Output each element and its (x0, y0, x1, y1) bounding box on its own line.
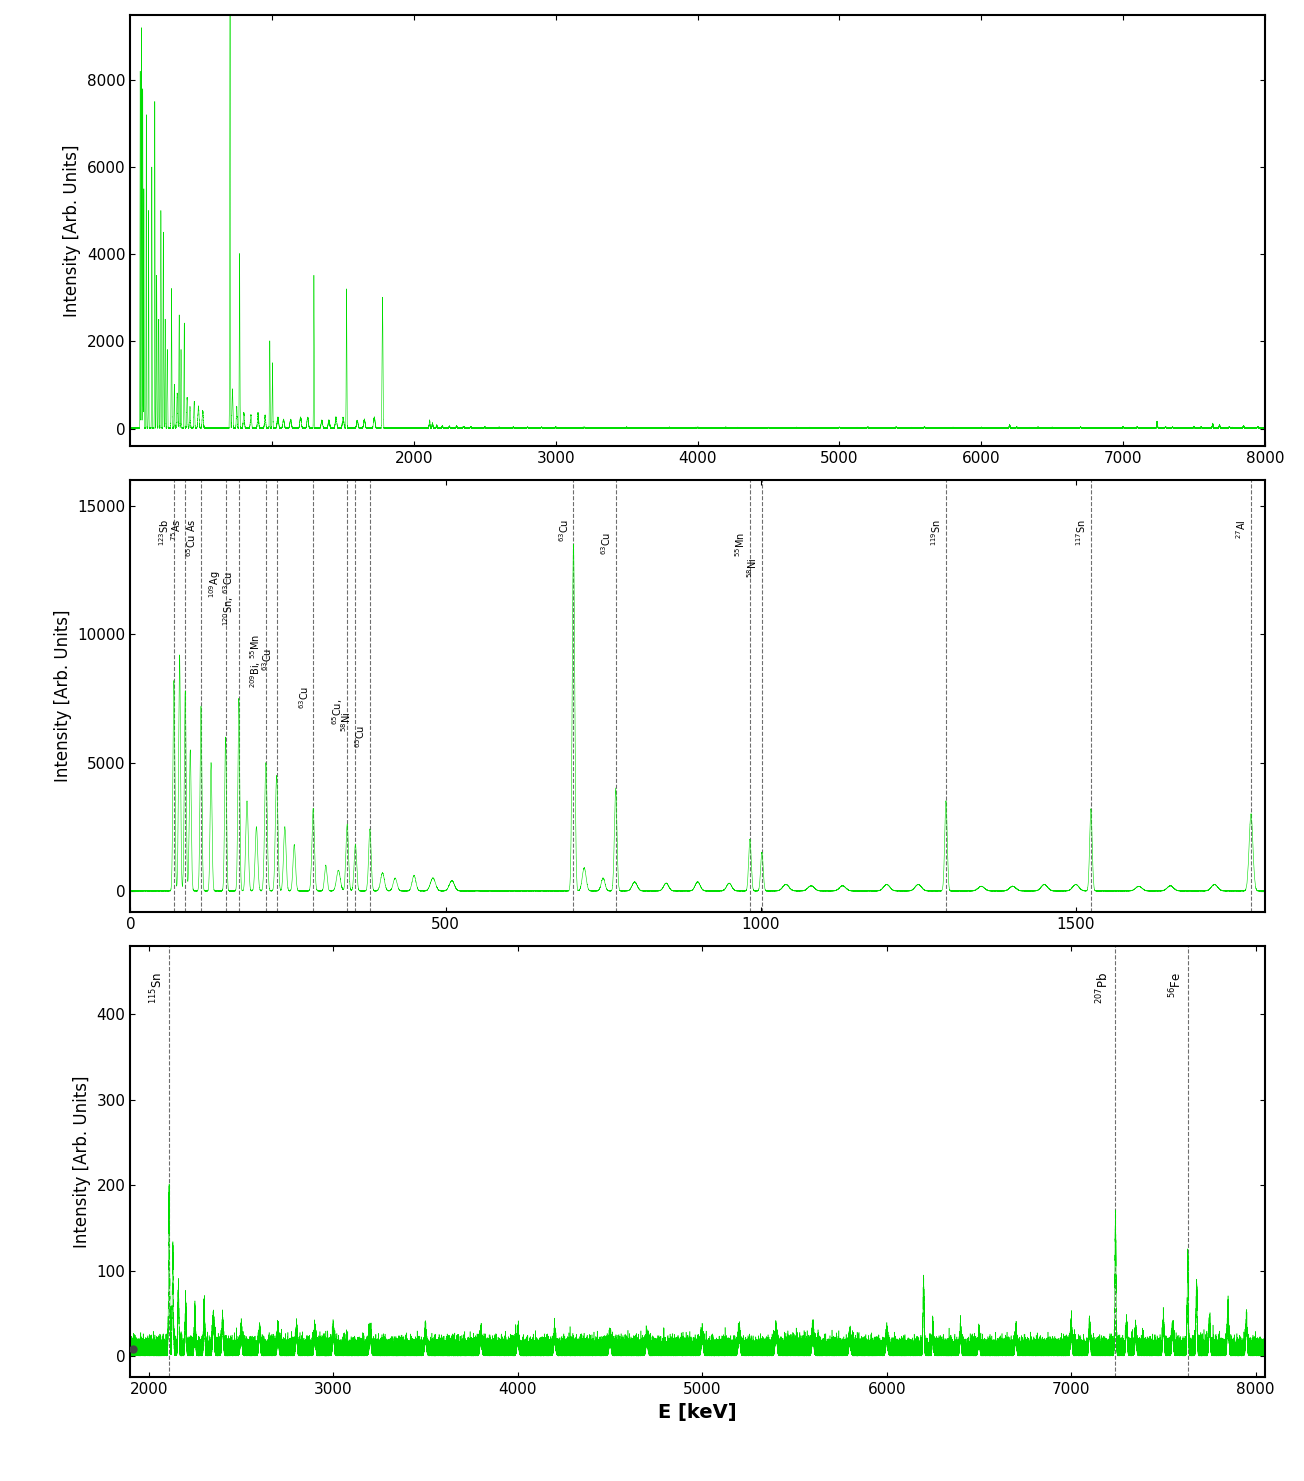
Y-axis label: Intensity [Arb. Units]: Intensity [Arb. Units] (73, 1075, 91, 1248)
Y-axis label: Intensity [Arb. Units]: Intensity [Arb. Units] (53, 610, 72, 782)
Text: $^{209}$Bi, $^{55}$Mn: $^{209}$Bi, $^{55}$Mn (249, 634, 263, 689)
Text: $^{27}$Al: $^{27}$Al (1235, 518, 1248, 539)
Text: $^{58}$Ni: $^{58}$Ni (746, 557, 759, 578)
Text: $^{63}$Cu: $^{63}$Cu (557, 518, 571, 542)
Text: $^{75}$As: $^{75}$As (170, 518, 183, 542)
Text: $^{109}$Ag: $^{109}$Ag (207, 570, 223, 598)
Text: $^{63}$Cu: $^{63}$Cu (297, 686, 310, 709)
Y-axis label: Intensity [Arb. Units]: Intensity [Arb. Units] (64, 144, 81, 317)
Text: $^{55}$Mn: $^{55}$Mn (734, 532, 747, 557)
Text: $^{117}$Sn: $^{117}$Sn (1074, 518, 1089, 546)
Text: $^{115}$Sn: $^{115}$Sn (149, 972, 166, 1004)
Text: $^{207}$Pb: $^{207}$Pb (1095, 972, 1112, 1004)
Text: $^{120}$Sn, $^{63}$Cu: $^{120}$Sn, $^{63}$Cu (222, 570, 236, 625)
Text: $^{65}$Cu As: $^{65}$Cu As (185, 518, 198, 557)
Text: $^{56}$Fe: $^{56}$Fe (1167, 972, 1184, 998)
Text: $^{123}$Sb: $^{123}$Sb (158, 518, 171, 546)
X-axis label: E [keV]: E [keV] (659, 1403, 737, 1422)
Text: $^{63}$Cu: $^{63}$Cu (261, 647, 274, 671)
Text: $^{65}$Cu,: $^{65}$Cu, (330, 699, 344, 724)
Text: $^{63}$Cu: $^{63}$Cu (600, 532, 613, 555)
Text: $^{65}$Cu: $^{65}$Cu (353, 724, 368, 748)
Text: $^{58}$Ni: $^{58}$Ni (339, 711, 353, 732)
Text: $^{119}$Sn: $^{119}$Sn (930, 518, 943, 546)
